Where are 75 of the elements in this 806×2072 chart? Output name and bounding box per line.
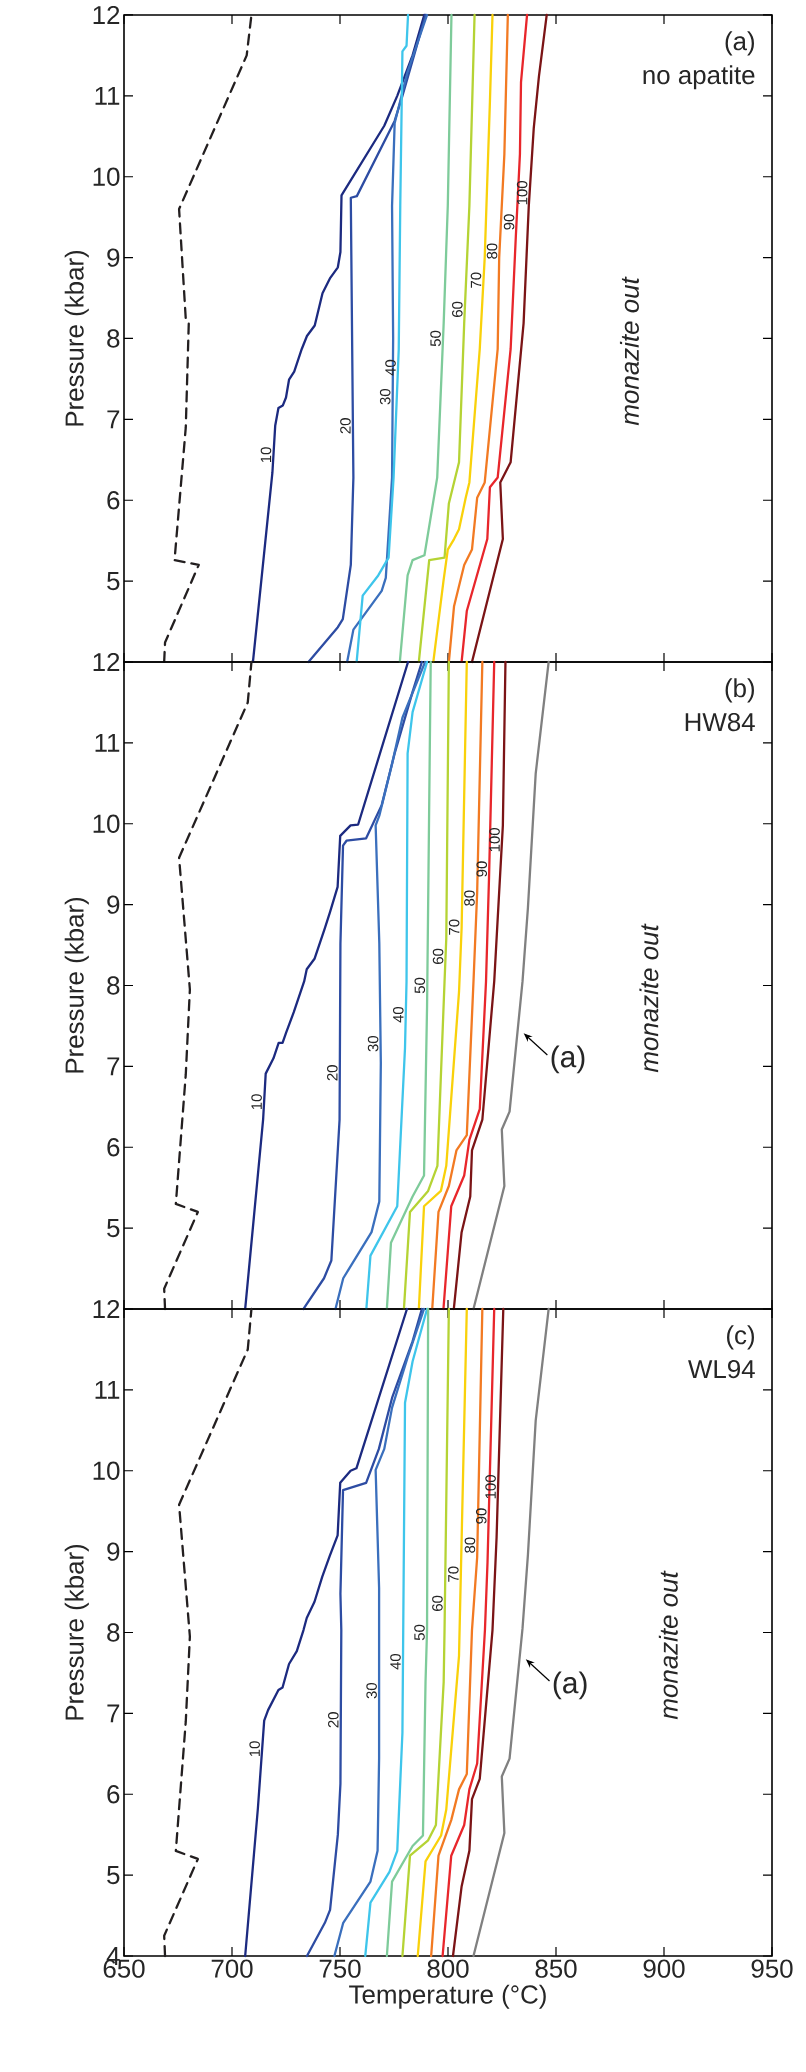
y-tick-label: 9 <box>107 895 120 914</box>
y-axis-title: Pressure (kbar) <box>64 1544 89 1720</box>
text: 100 <box>485 1475 496 1499</box>
y-tick-label: 10 <box>93 814 120 833</box>
text: 100 <box>489 828 500 852</box>
text: 80 <box>464 1537 476 1553</box>
text: HW84 <box>685 712 755 732</box>
text: 100 <box>516 181 528 205</box>
y-tick-label: 9 <box>107 1542 120 1561</box>
text: 40 <box>390 1653 401 1670</box>
text: 80 <box>464 890 475 906</box>
text: 20 <box>328 1712 339 1728</box>
text: 40 <box>385 359 396 376</box>
text: 30 <box>379 388 391 405</box>
y-tick-label: 6 <box>107 491 120 510</box>
x-tick-label: 800 <box>427 1959 469 1978</box>
annotation: (a) <box>553 1671 587 1700</box>
y-tick-label: 7 <box>107 1704 120 1723</box>
text: 90 <box>476 861 488 877</box>
text: 50 <box>414 1624 425 1641</box>
text: 40 <box>393 1006 404 1023</box>
y-tick-label: 6 <box>107 1138 120 1157</box>
y-tick-label: 8 <box>107 329 120 348</box>
text: 70 <box>470 272 482 288</box>
x-tick-label: 950 <box>751 1959 793 1978</box>
y-tick-label: 6 <box>107 1785 120 1804</box>
x-tick-label: 900 <box>643 1959 685 1978</box>
y-tick-label: 8 <box>107 976 120 995</box>
text: 20 <box>327 1065 338 1081</box>
text: 70 <box>448 919 460 935</box>
text: 50 <box>430 330 441 347</box>
annotation: (a) <box>551 1045 585 1074</box>
text: 60 <box>452 301 463 317</box>
y-tick-label: 10 <box>93 1461 120 1480</box>
y-tick-label: 8 <box>107 1623 120 1642</box>
y-tick-label: 12 <box>93 5 120 25</box>
x-tick-label: 700 <box>211 1959 253 1978</box>
y-tick-label: 5 <box>107 572 120 591</box>
text: 90 <box>503 214 515 230</box>
y-tick-label: 10 <box>93 167 120 186</box>
y-tick-label: 11 <box>95 1380 120 1399</box>
y-tick-label: 12 <box>93 652 120 672</box>
text: WL94 <box>688 1359 755 1379</box>
x-axis-title: Temperature (°C) <box>349 1984 546 2009</box>
text: 10 <box>249 1741 260 1757</box>
text: 80 <box>486 243 498 259</box>
text: 50 <box>414 977 426 994</box>
y-tick-label: 7 <box>107 410 120 429</box>
text: no apatite <box>643 65 755 90</box>
annotation: monazite out <box>619 276 639 426</box>
text: (b) <box>725 678 754 703</box>
text: 30 <box>366 1682 377 1699</box>
text: 90 <box>475 1508 487 1524</box>
y-axis-title: Pressure (kbar) <box>64 250 89 426</box>
text: 60 <box>432 1595 443 1611</box>
y-tick-label: 7 <box>107 1057 120 1076</box>
text: 10 <box>251 1094 262 1110</box>
y-tick-label: 9 <box>107 248 120 267</box>
y-tick-label: 5 <box>107 1219 120 1238</box>
y-tick-label: 12 <box>93 1299 120 1319</box>
y-tick-label: 11 <box>95 86 120 105</box>
y-axis-title: Pressure (kbar) <box>64 897 89 1073</box>
text: (c) <box>727 1325 754 1350</box>
annotation: monazite out <box>658 1570 678 1720</box>
x-tick-label: 850 <box>535 1959 577 1978</box>
annotation: monazite out <box>639 923 659 1073</box>
text: 60 <box>432 948 444 964</box>
text: 20 <box>340 418 351 434</box>
text: 30 <box>367 1035 379 1052</box>
y-tick-label: 5 <box>107 1866 120 1885</box>
text: 70 <box>448 1566 459 1582</box>
y-tick-label: 11 <box>95 733 120 752</box>
x-tick-label: 750 <box>319 1959 361 1978</box>
text: (a) <box>725 31 754 56</box>
text: 10 <box>260 447 272 463</box>
